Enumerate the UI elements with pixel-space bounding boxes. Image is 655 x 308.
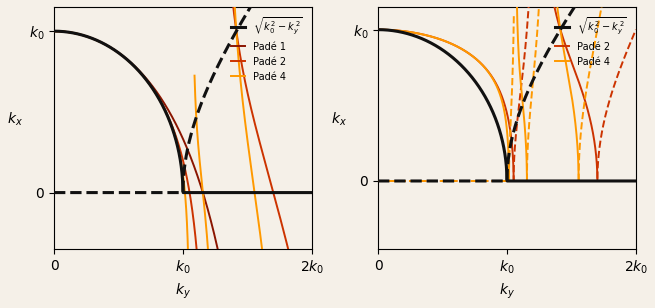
X-axis label: $k_y$: $k_y$ xyxy=(499,282,515,301)
X-axis label: $k_y$: $k_y$ xyxy=(175,282,191,301)
Legend: $\sqrt{k_0^{\,2} - k_y^{\,2}}$, Padé 1, Padé 2, Padé 4: $\sqrt{k_0^{\,2} - k_y^{\,2}}$, Padé 1, … xyxy=(227,12,307,85)
Y-axis label: $k_x$: $k_x$ xyxy=(7,111,23,128)
Y-axis label: $k_x$: $k_x$ xyxy=(331,111,347,128)
Legend: $\sqrt{k_0^{\,2} - k_y^{\,2}}$, Padé 2, Padé 4: $\sqrt{k_0^{\,2} - k_y^{\,2}}$, Padé 2, … xyxy=(551,12,631,71)
